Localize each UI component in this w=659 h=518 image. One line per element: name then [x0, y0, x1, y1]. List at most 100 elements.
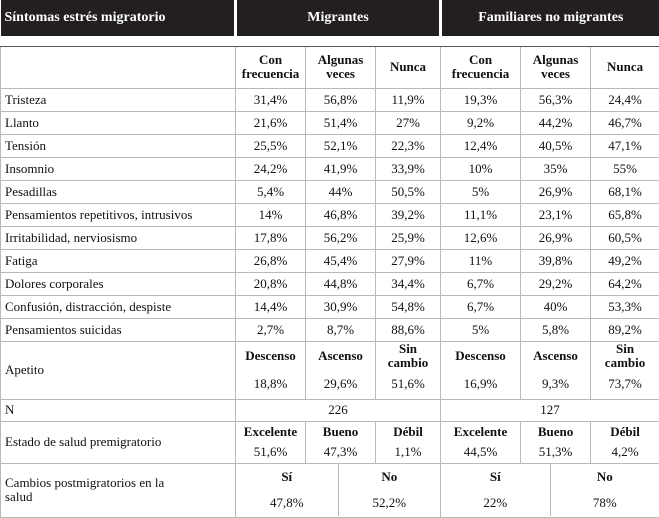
cell-value: 40%: [521, 295, 591, 318]
split: 47,8%52,2%: [236, 490, 440, 516]
row-label: Pesadillas: [1, 180, 236, 203]
table-row: [1, 36, 659, 46]
cell-value: 9,2%: [441, 111, 521, 134]
cell-value: 54,8%: [376, 295, 441, 318]
cell-value: 5,8%: [521, 318, 591, 341]
column-header: No: [550, 464, 659, 490]
cell-value: 60,5%: [591, 226, 659, 249]
row-label: Irritabilidad, nerviosismo: [1, 226, 236, 249]
cell-value: 24,4%: [591, 88, 659, 111]
cell-value: 46,8%: [306, 203, 376, 226]
row-label: Tristeza: [1, 88, 236, 111]
cell-value: 27%: [376, 111, 441, 134]
cell-value: 25,9%: [376, 226, 441, 249]
cell-value: 10%: [441, 157, 521, 180]
column-header: Sí: [236, 464, 338, 490]
row-label: Estado de salud premigratorio: [1, 421, 236, 463]
cell-value: 39,8%: [521, 249, 591, 272]
cell-value: 23,1%: [521, 203, 591, 226]
cell-value: 5,4%: [236, 180, 306, 203]
cell-value: 51,3%: [521, 442, 591, 463]
row-label: Confusión, distracción, despiste: [1, 295, 236, 318]
cell-value: 47,8%: [236, 490, 338, 516]
column-header: Descenso: [441, 341, 521, 370]
cell-value: 9,3%: [521, 370, 591, 399]
header-label: Síntomas estrés migratorio: [1, 0, 236, 36]
cell-value: 25,5%: [236, 134, 306, 157]
column-header: Ascenso: [521, 341, 591, 370]
cell-value: 26,9%: [521, 180, 591, 203]
cell-value: 44%: [306, 180, 376, 203]
cell-value: 50,5%: [376, 180, 441, 203]
cell-value-group: 47,8%52,2%: [236, 490, 441, 517]
cell-value: 73,7%: [591, 370, 659, 399]
cell-value: 45,4%: [306, 249, 376, 272]
cell-value: 39,2%: [376, 203, 441, 226]
cell-value: 21,6%: [236, 111, 306, 134]
cell-value: 6,7%: [441, 272, 521, 295]
column-header: Bueno: [306, 421, 376, 442]
cell-value: 17,8%: [236, 226, 306, 249]
cell-value: 64,2%: [591, 272, 659, 295]
cell-value: 5%: [441, 180, 521, 203]
cell-value: 26,8%: [236, 249, 306, 272]
row-label: Pensamientos suicidas: [1, 318, 236, 341]
column-header: Excelente: [441, 421, 521, 442]
cell-value: 44,8%: [306, 272, 376, 295]
cell-value: 35%: [521, 157, 591, 180]
cell-value: 51,4%: [306, 111, 376, 134]
cell-value: 89,2%: [591, 318, 659, 341]
column-header: Sin cambio: [376, 341, 441, 370]
split: 22%78%: [441, 490, 659, 516]
cell-value: 19,3%: [441, 88, 521, 111]
cell-value: 27,9%: [376, 249, 441, 272]
cell-value: 22%: [441, 490, 550, 516]
cell-value: 29,6%: [306, 370, 376, 399]
cell-value-group: 22%78%: [441, 490, 659, 517]
row-label-text: Cambios postmigratorios en la salud: [5, 476, 175, 504]
cell-value: 22,3%: [376, 134, 441, 157]
cell-value: 127: [441, 399, 659, 421]
cell-value: 30,9%: [306, 295, 376, 318]
cell-value: 18,8%: [236, 370, 306, 399]
cell-value: 14,4%: [236, 295, 306, 318]
column-header: No: [338, 464, 441, 490]
cell-value: 12,6%: [441, 226, 521, 249]
cell-value: 5%: [441, 318, 521, 341]
spacer: [1, 36, 659, 46]
column-header: Nunca: [376, 46, 441, 88]
column-header: Con frecuencia: [236, 46, 306, 88]
cell-value: 41,9%: [306, 157, 376, 180]
column-header: Bueno: [521, 421, 591, 442]
cell-value: 29,2%: [521, 272, 591, 295]
group-header: Migrantes: [236, 0, 441, 36]
cell-value: 56,8%: [306, 88, 376, 111]
cell-value: 31,4%: [236, 88, 306, 111]
cell-value: 51,6%: [236, 442, 306, 463]
row-label: Dolores corporales: [1, 272, 236, 295]
cell-value: 11%: [441, 249, 521, 272]
row-label: Apetito: [1, 341, 236, 399]
column-header: Descenso: [236, 341, 306, 370]
column-header: Algunas veces: [306, 46, 376, 88]
cell-value: 8,7%: [306, 318, 376, 341]
column-header: Algunas veces: [521, 46, 591, 88]
